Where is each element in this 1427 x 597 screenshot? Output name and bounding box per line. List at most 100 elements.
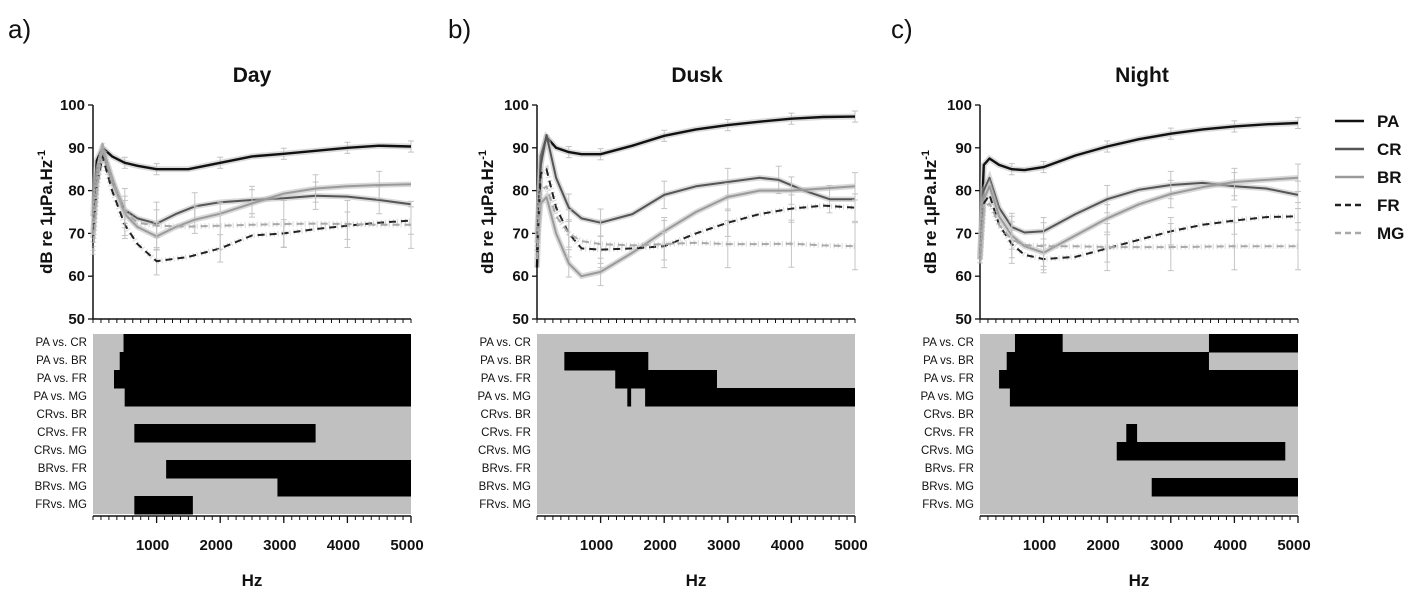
series-line-BR	[536, 185, 856, 278]
series-line-MG	[979, 202, 1298, 264]
significance-bar	[123, 334, 411, 353]
series-line-FR	[979, 193, 1299, 264]
comparison-row-label: FRvs. MG	[35, 499, 87, 511]
x-axis-label: Hz	[1129, 571, 1150, 590]
y-tick-label: 60	[68, 268, 85, 285]
x-tick-label: 2000	[200, 537, 233, 554]
y-axis-label: dB re 1μPa.Hz-1	[920, 150, 940, 274]
significance-bar	[1116, 442, 1286, 461]
x-tick-label: 2000	[644, 537, 677, 554]
legend: PA CR BR FR MG	[1335, 112, 1404, 243]
y-tick-label: 70	[955, 225, 972, 242]
x-tick-label: 2000	[1087, 537, 1120, 554]
y-tick-label: 70	[512, 225, 529, 242]
x-tick-label: 4000	[327, 537, 360, 554]
y-tick-label: 70	[68, 225, 85, 242]
significance-bar	[645, 388, 855, 407]
significance-bar	[1151, 478, 1298, 497]
comparison-row-label: PA vs. MG	[34, 391, 88, 403]
comparison-row-label: PA vs. CR	[35, 337, 87, 349]
y-axis-label: dB re 1μPa.Hz-1	[36, 150, 56, 274]
comparison-row-label: PA vs. FR	[481, 373, 531, 385]
significance-bar	[564, 352, 649, 371]
comparison-row-label: FRvs. MG	[922, 499, 974, 511]
y-axis-label-text: dB re 1μPa.Hz	[478, 160, 497, 274]
y-axis-label-superscript: -1	[477, 150, 489, 160]
x-tick-label: 3000	[1150, 537, 1183, 554]
panel-letter: b)	[448, 14, 471, 44]
x-tick-label: 5000	[834, 537, 867, 554]
x-tick-label: 3000	[263, 537, 296, 554]
series-line-FR	[92, 155, 412, 263]
significance-bar	[166, 460, 411, 479]
series-line-BR	[92, 146, 412, 238]
y-tick-label: 100	[504, 97, 529, 114]
chart-title: Night	[1115, 64, 1169, 87]
y-axis-label-text: dB re 1μPa.Hz	[37, 160, 56, 274]
significance-bar	[627, 388, 632, 407]
y-tick-label: 50	[512, 311, 529, 328]
comparison-row-label: CRvs. MG	[921, 445, 974, 457]
legend-label: FR	[1377, 196, 1400, 215]
y-axis-label-text: dB re 1μPa.Hz	[921, 160, 940, 274]
significance-bar	[1126, 424, 1138, 443]
legend-label: PA	[1377, 112, 1399, 131]
comparison-row-label: PA vs. CR	[922, 337, 974, 349]
comparison-row-label: CRvs. FR	[924, 427, 974, 439]
comparison-row-label: PA vs. CR	[479, 337, 531, 349]
y-tick-label: 60	[512, 268, 529, 285]
series-line-MG	[536, 185, 856, 260]
comparison-row-label: BRvs. FR	[925, 463, 974, 475]
significance-bar	[1006, 352, 1209, 371]
significance-bar	[615, 370, 717, 389]
x-tick-label: 4000	[771, 537, 804, 554]
y-axis-label-superscript: -1	[920, 150, 932, 160]
y-axis-label-superscript: -1	[36, 150, 48, 160]
y-tick-label: 50	[68, 311, 85, 328]
chart-title: Dusk	[671, 64, 723, 87]
panel-letter: c)	[891, 14, 913, 44]
comparison-row-label: CRvs. BR	[481, 409, 531, 421]
series-line-PA	[978, 121, 1299, 260]
significance-bar	[277, 478, 411, 497]
y-tick-label: 90	[68, 140, 85, 157]
significance-bar	[134, 424, 316, 443]
series-line-MG	[92, 142, 411, 255]
chart-panel-2: b) Dusk dB re 1μPa.Hz-1 50 60 70 80 90 100 PA vs.…	[448, 14, 868, 590]
x-axis-label: Hz	[242, 571, 263, 590]
significance-bar	[1208, 334, 1298, 353]
significance-bar	[119, 352, 411, 371]
x-tick-label: 1000	[580, 537, 613, 554]
y-tick-label: 60	[955, 268, 972, 285]
error-band-BR	[534, 183, 856, 280]
y-tick-label: 50	[955, 311, 972, 328]
significance-bar	[113, 370, 411, 389]
x-axis-label: Hz	[686, 571, 707, 590]
comparison-row-label: PA vs. FR	[37, 373, 87, 385]
y-tick-label: 80	[68, 183, 85, 200]
comparison-row-label: PA vs. BR	[923, 355, 974, 367]
x-tick-label: 5000	[390, 537, 423, 554]
comparison-row-label: BRvs. FR	[482, 463, 531, 475]
comparison-row-label: PA vs. MG	[478, 391, 532, 403]
y-tick-label: 100	[947, 97, 972, 114]
comparison-row-label: CRvs. MG	[478, 445, 531, 457]
comparison-row-label: PA vs. MG	[921, 391, 975, 403]
chart-title: Day	[233, 64, 272, 87]
y-tick-label: 80	[955, 183, 972, 200]
x-tick-label: 4000	[1214, 537, 1247, 554]
y-tick-label: 100	[60, 97, 85, 114]
comparison-row-label: BRvs. FR	[38, 463, 87, 475]
legend-label: CR	[1377, 140, 1402, 159]
comparison-row-label: CRvs. FR	[481, 427, 531, 439]
chart-panel-1: a) Day dB re 1μPa.Hz-1 50 60 70 80 90 100 PA vs. …	[8, 14, 424, 590]
x-tick-label: 1000	[136, 537, 169, 554]
error-band-MG	[534, 181, 856, 260]
comparison-row-label: CRvs. BR	[924, 409, 974, 421]
legend-label: BR	[1377, 168, 1402, 187]
significance-bar	[1009, 388, 1298, 407]
significance-bar	[999, 370, 1298, 389]
y-axis-label: dB re 1μPa.Hz-1	[477, 150, 497, 274]
